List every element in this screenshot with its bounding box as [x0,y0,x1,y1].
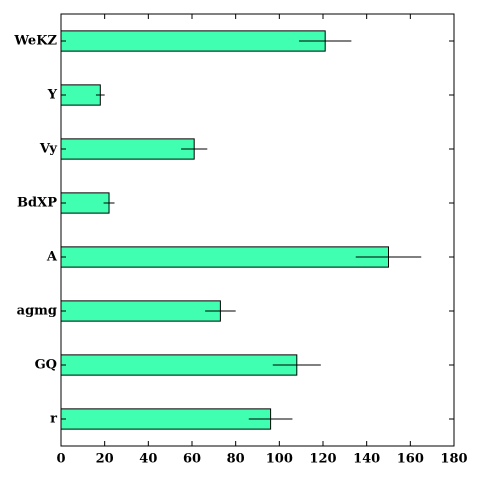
bar-WeKZ [60,30,326,52]
y-tick-label: A [46,250,58,265]
bar-A [60,246,389,268]
x-tick-label: 100 [266,452,293,467]
x-tick-label: 180 [440,452,467,467]
x-tick-label: 160 [397,452,424,467]
x-axis: 0 20 40 60 80 100 120 140 160 180 [56,14,468,467]
bar-agmg [60,300,221,322]
bar-r [60,408,272,430]
y-tick-label: Vy [39,142,58,157]
plot-frame [60,13,455,447]
y-tick-label: WeKZ [13,34,57,49]
y-tick-label: GQ [35,358,57,373]
x-tick-label: 0 [56,452,65,467]
y-tick-label: BdXP [17,196,57,211]
x-tick-label: 40 [139,452,157,467]
x-tick-label: 60 [183,452,201,467]
x-tick-label: 80 [227,452,245,467]
error-bars-group [95,40,422,420]
bar-Vy [60,138,195,160]
y-tick-label: r [50,412,57,427]
bar-BdXP [60,192,110,214]
bars-group [60,30,389,430]
bar-GQ [60,354,298,376]
y-tick-label: agmg [17,304,57,319]
x-tick-label: 140 [353,452,380,467]
x-tick-label: 120 [309,452,336,467]
bar-Y [60,84,101,106]
x-tick-label: 20 [96,452,114,467]
y-tick-label: Y [47,88,58,103]
